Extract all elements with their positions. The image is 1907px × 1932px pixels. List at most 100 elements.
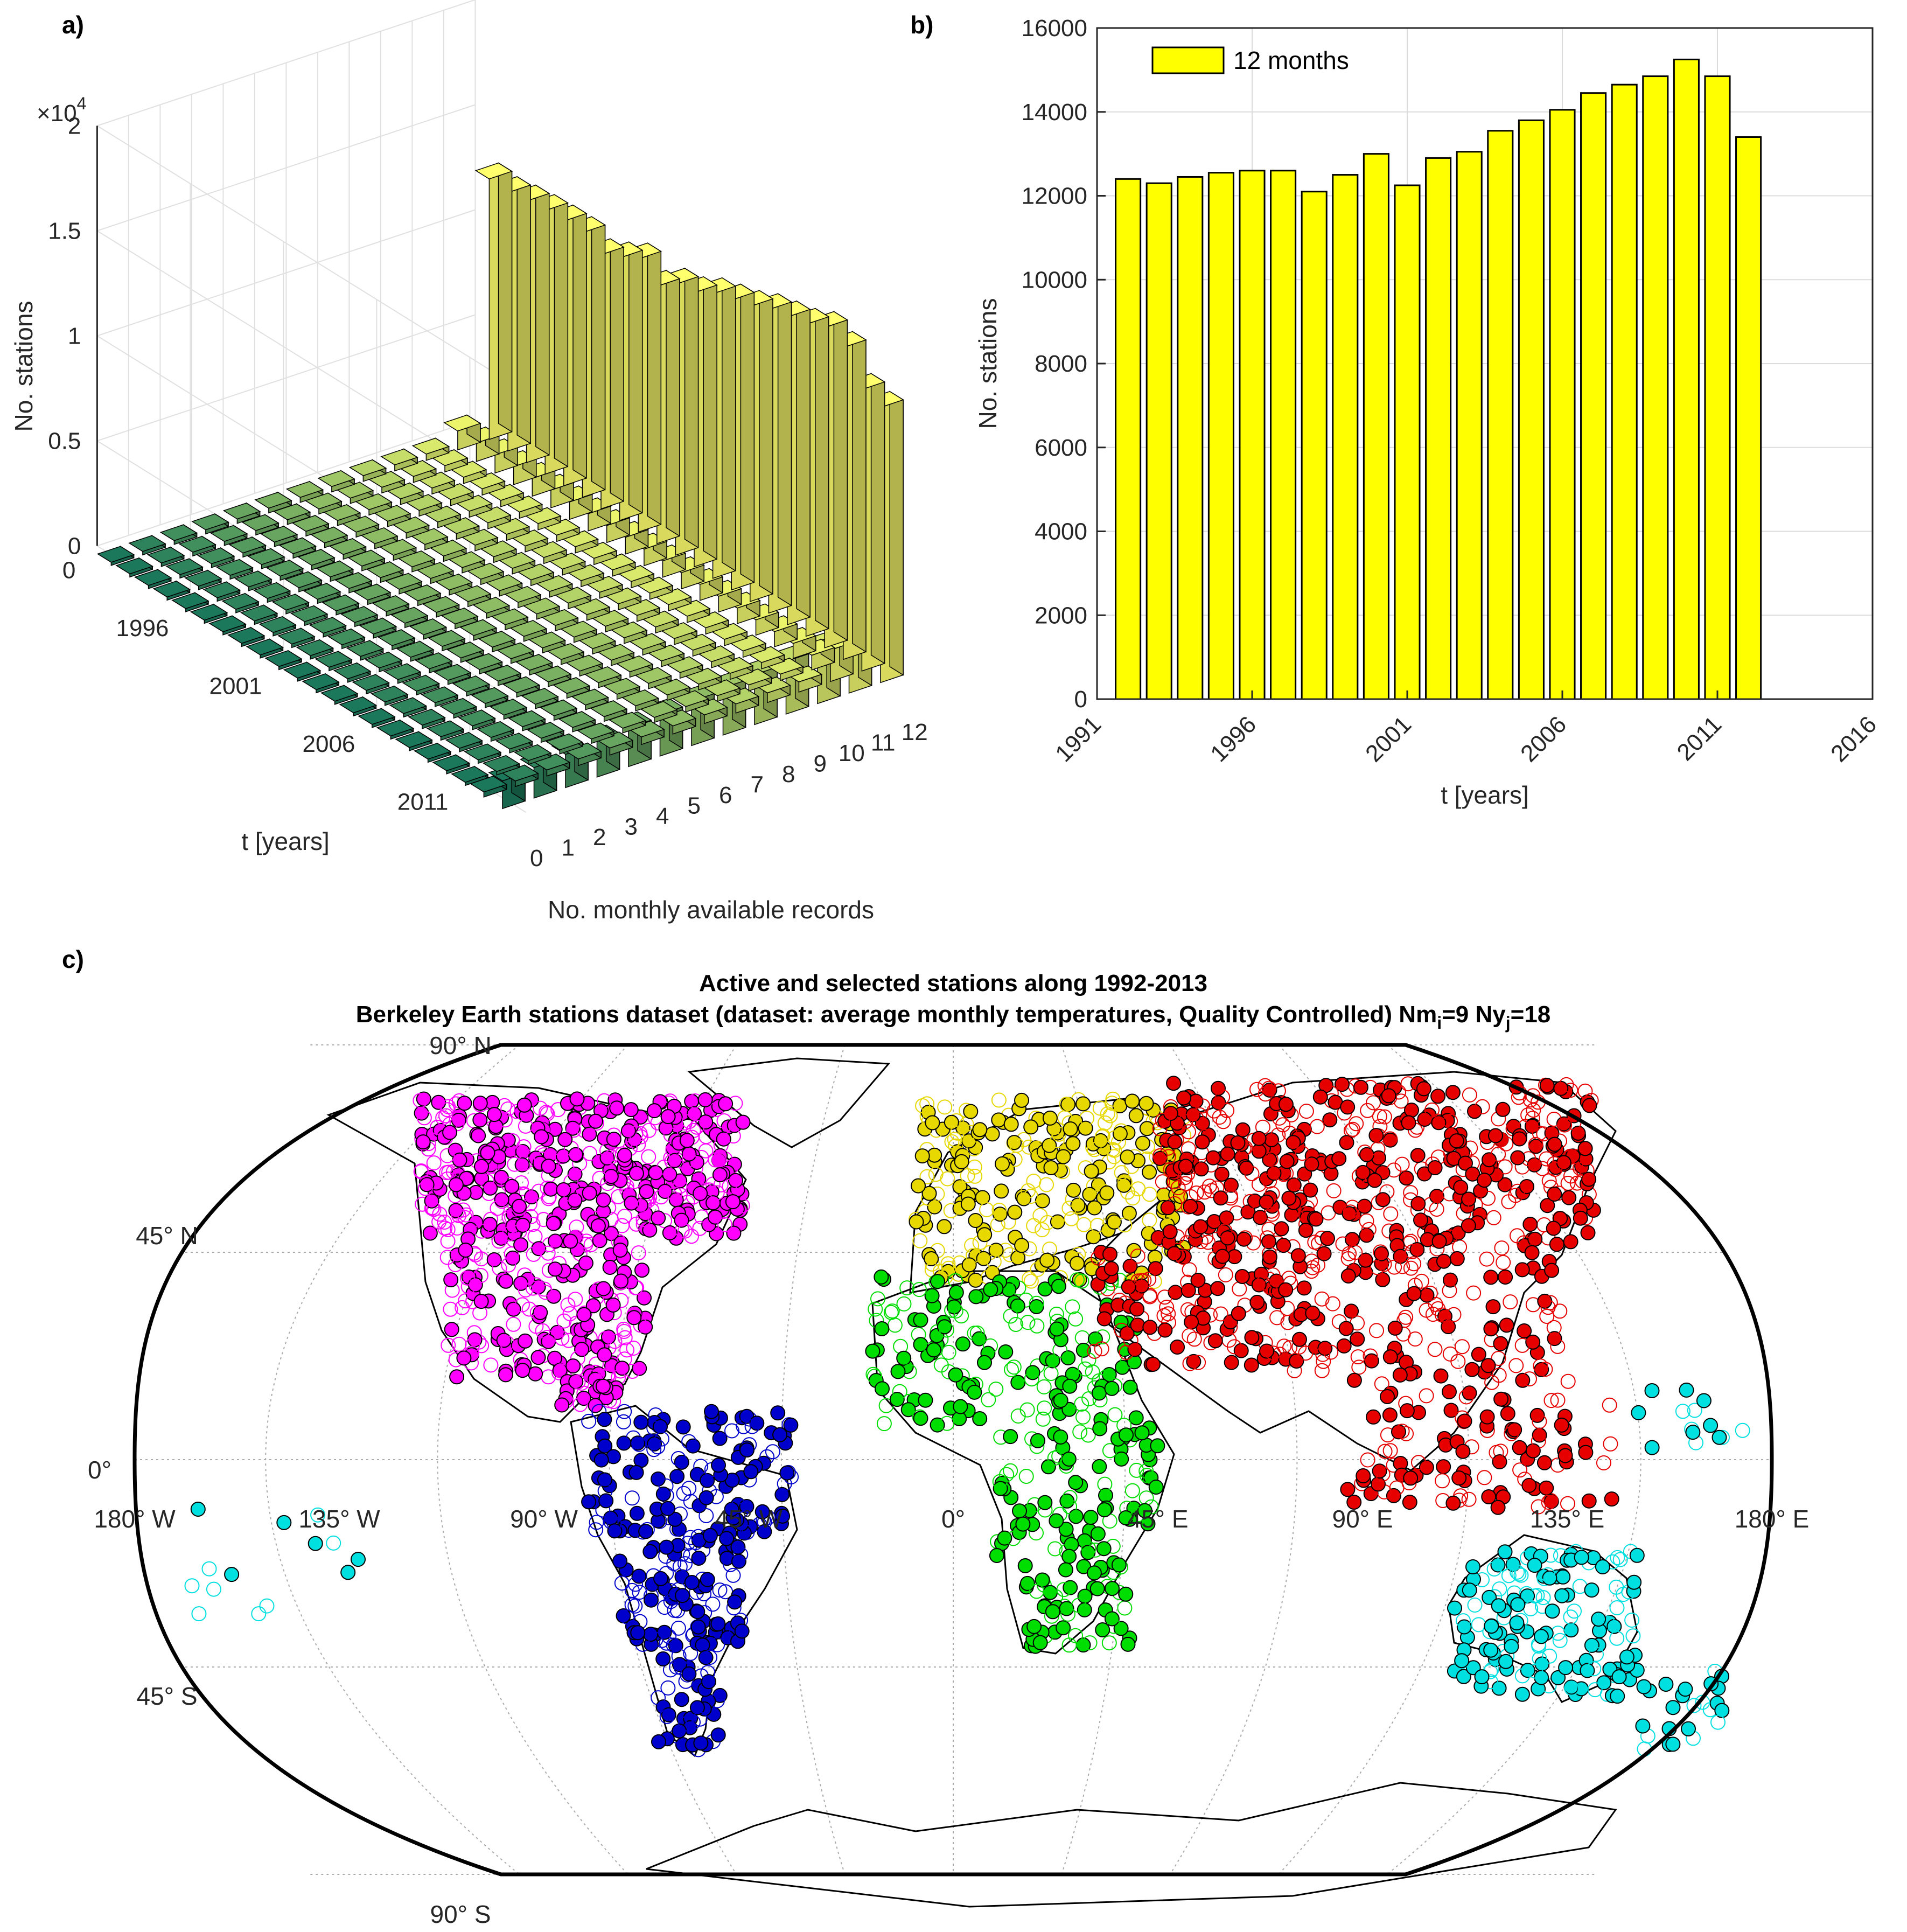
a-bar-top bbox=[476, 721, 515, 738]
station-marker bbox=[1129, 1301, 1145, 1317]
station-marker bbox=[1074, 1273, 1089, 1289]
panel-c-label: c) bbox=[62, 945, 84, 973]
station-marker bbox=[582, 1126, 597, 1142]
a-bar-top bbox=[190, 604, 228, 621]
station-marker bbox=[1529, 1588, 1545, 1603]
station-marker bbox=[1251, 1131, 1267, 1146]
station-marker bbox=[1063, 1121, 1078, 1136]
station-marker bbox=[1596, 1675, 1612, 1691]
station-marker bbox=[774, 1487, 790, 1502]
station-marker bbox=[1142, 1164, 1157, 1180]
station-marker bbox=[1102, 1443, 1117, 1459]
station-marker bbox=[988, 1382, 1004, 1397]
station-marker bbox=[1152, 1148, 1168, 1163]
station-marker bbox=[1550, 1392, 1566, 1408]
station-marker bbox=[441, 1337, 456, 1353]
station-marker bbox=[597, 1472, 612, 1488]
station-marker bbox=[1629, 1547, 1645, 1563]
station-marker bbox=[693, 1735, 709, 1751]
station-marker bbox=[1529, 1407, 1545, 1423]
station-marker bbox=[1419, 1460, 1434, 1475]
station-marker bbox=[1026, 1619, 1042, 1634]
station-marker bbox=[698, 1508, 714, 1523]
a-bar-top bbox=[316, 560, 354, 577]
station-marker bbox=[1085, 1364, 1100, 1380]
station-marker bbox=[1100, 1106, 1115, 1122]
station-marker bbox=[1157, 1289, 1172, 1305]
station-marker bbox=[1197, 1184, 1212, 1200]
station-marker bbox=[1501, 1194, 1517, 1210]
station-marker bbox=[670, 1451, 686, 1466]
b-ytick-label: 10000 bbox=[1022, 267, 1087, 293]
a-bar-top bbox=[502, 676, 541, 693]
station-marker bbox=[1431, 1115, 1447, 1131]
station-marker bbox=[1550, 1338, 1566, 1354]
station-marker bbox=[1009, 1138, 1024, 1153]
station-marker bbox=[1497, 1159, 1513, 1175]
station-marker bbox=[1124, 1093, 1140, 1109]
station-marker bbox=[1125, 1190, 1141, 1206]
a-bar-top bbox=[352, 674, 390, 691]
station-marker bbox=[1095, 1622, 1110, 1637]
station-marker bbox=[1540, 1198, 1555, 1213]
station-marker bbox=[1314, 1291, 1330, 1307]
station-marker bbox=[1251, 1143, 1267, 1159]
station-marker bbox=[1366, 1095, 1381, 1111]
station-marker bbox=[1443, 1403, 1459, 1418]
station-marker bbox=[727, 1594, 743, 1610]
station-marker bbox=[457, 1096, 472, 1111]
station-marker bbox=[628, 1464, 644, 1480]
panel-b-ylabel: No. stations bbox=[974, 298, 1002, 429]
a-bar-top bbox=[234, 570, 273, 588]
station-marker bbox=[1079, 1111, 1095, 1126]
stations-europe bbox=[909, 1091, 1192, 1289]
station-marker bbox=[1377, 1109, 1392, 1125]
station-marker bbox=[1292, 1331, 1307, 1347]
station-marker bbox=[585, 1298, 601, 1314]
station-marker bbox=[890, 1364, 906, 1379]
station-marker bbox=[1345, 1199, 1360, 1215]
station-marker bbox=[1442, 1346, 1458, 1362]
station-marker bbox=[1191, 1355, 1206, 1370]
station-marker bbox=[716, 1131, 731, 1147]
station-marker bbox=[1539, 1078, 1555, 1093]
station-marker bbox=[1022, 1271, 1037, 1287]
station-marker bbox=[1521, 1477, 1537, 1493]
station-marker bbox=[1436, 1253, 1451, 1269]
a-bar-top bbox=[221, 592, 260, 610]
a-bar-top bbox=[247, 548, 285, 566]
station-marker bbox=[598, 1493, 614, 1509]
station-marker bbox=[725, 1194, 741, 1210]
station-marker bbox=[646, 1442, 662, 1457]
station-marker bbox=[1703, 1418, 1719, 1433]
station-marker bbox=[651, 1471, 666, 1487]
station-marker bbox=[933, 1357, 949, 1373]
a-bar-top bbox=[378, 629, 416, 646]
station-marker bbox=[1262, 1173, 1277, 1189]
station-marker bbox=[678, 1716, 694, 1732]
a-bar-side bbox=[759, 289, 773, 595]
station-marker bbox=[1124, 1483, 1140, 1498]
station-marker bbox=[1045, 1353, 1060, 1369]
station-marker bbox=[440, 1222, 456, 1237]
station-marker bbox=[909, 1214, 924, 1230]
station-marker bbox=[1461, 1218, 1476, 1233]
a-year-tick-label: 2006 bbox=[303, 731, 355, 757]
station-marker bbox=[1366, 1409, 1381, 1425]
station-marker bbox=[709, 1185, 725, 1201]
map-lon-label: 135° E bbox=[1530, 1505, 1605, 1533]
station-marker bbox=[1359, 1213, 1374, 1229]
station-marker bbox=[619, 1342, 634, 1358]
station-marker bbox=[939, 1322, 954, 1338]
a-record-tick-label: 1 bbox=[561, 835, 574, 861]
station-marker bbox=[431, 1214, 447, 1230]
station-marker bbox=[1276, 1238, 1291, 1253]
station-marker bbox=[1577, 1083, 1593, 1099]
station-marker bbox=[1095, 1329, 1110, 1345]
station-marker bbox=[1528, 1663, 1543, 1679]
station-marker bbox=[1442, 1384, 1457, 1399]
a-bar-top bbox=[402, 674, 441, 692]
station-marker bbox=[276, 1515, 292, 1530]
station-marker bbox=[540, 1106, 555, 1121]
station-marker bbox=[1546, 1220, 1561, 1236]
